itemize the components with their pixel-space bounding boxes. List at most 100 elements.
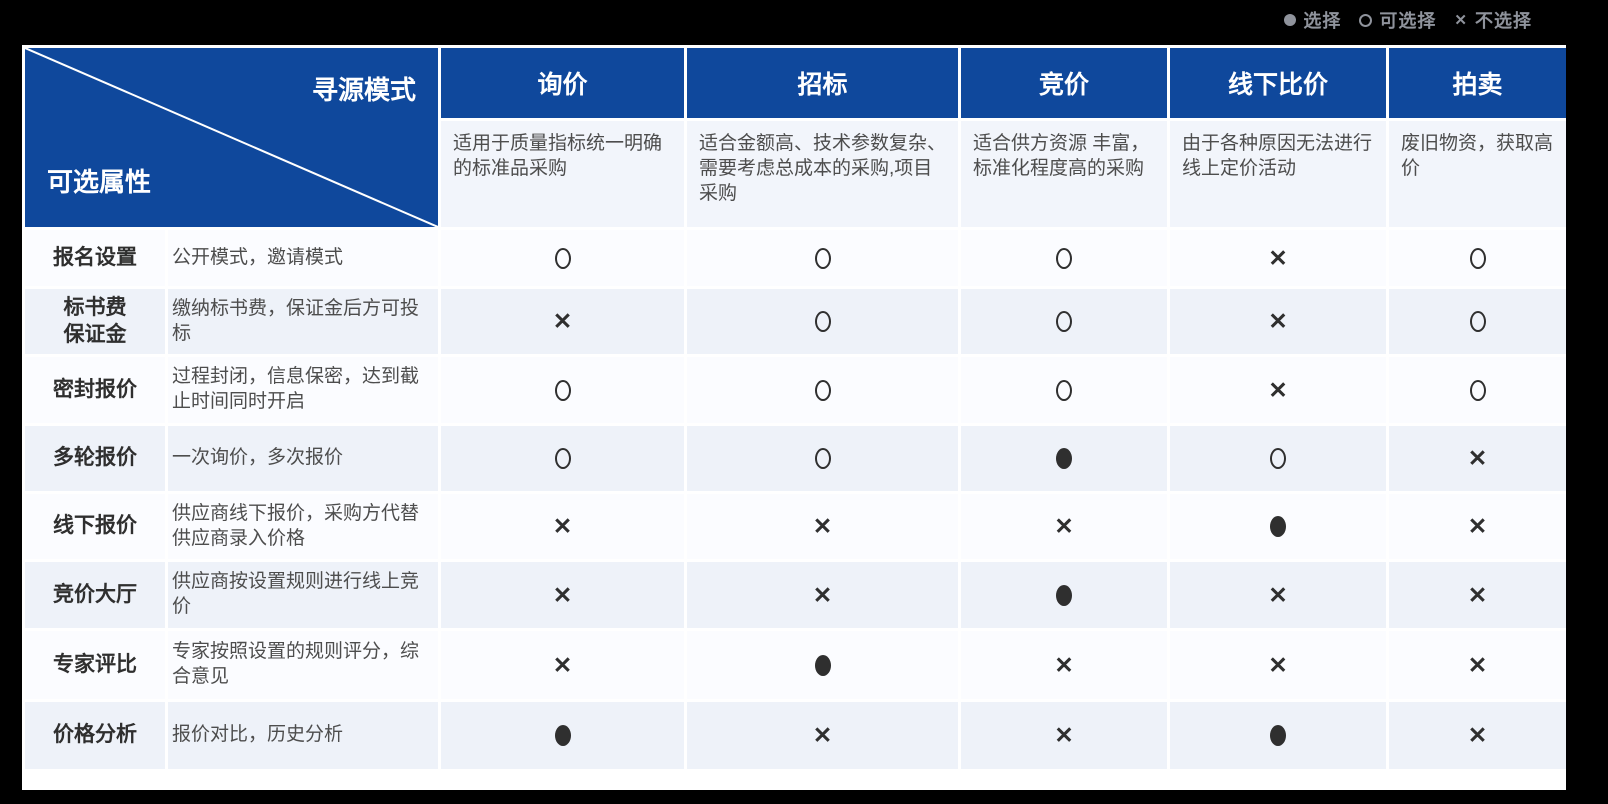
cross-icon: ✕ (1054, 651, 1074, 678)
row-label: 竞价大厅 (25, 562, 165, 628)
cross-icon: ✕ (812, 581, 833, 608)
legend-item: 选择 (1284, 7, 1341, 33)
cross-icon: ✕ (1467, 513, 1488, 539)
row-label: 密封报价 (25, 357, 165, 423)
cross-icon: ✕ (1268, 581, 1288, 608)
legend-label: 选择 (1303, 11, 1342, 31)
value-cell: ✕ (687, 702, 958, 769)
row-desc: 一次询价，多次报价 (168, 426, 438, 491)
value-cell (961, 562, 1167, 628)
column-header-xunjia: 询价 (441, 48, 684, 118)
column-desc-zhaobiao: 适合金额高、技术参数复杂、需要考虑总成本的采购,项目采购 (687, 121, 958, 227)
row-desc: 报价对比，历史分析 (168, 702, 438, 769)
column-desc-xianxiabijia: 由于各种原因无法进行线上定价活动 (1170, 121, 1386, 227)
column-desc-jingjia: 适合供方资源 丰富，标准化程度高的采购 (961, 121, 1167, 227)
cross-icon: ✕ (552, 513, 573, 539)
row-desc: 供应商线下报价，采购方代替供应商录入价格 (168, 494, 438, 559)
dot-icon (1284, 14, 1297, 26)
circle-icon (1056, 379, 1072, 401)
legend: 选择 可选择 ✕ 不选择 (1284, 7, 1532, 33)
row-label: 多轮报价 (25, 426, 165, 491)
cross-icon: ✕ (1268, 244, 1288, 271)
legend-item: ✕ 不选择 (1454, 7, 1532, 33)
value-cell (687, 426, 958, 491)
row-label: 线下报价 (25, 494, 165, 559)
corner-cell: 寻源模式 可选属性 (25, 48, 438, 227)
row-label: 价格分析 (25, 702, 165, 769)
circle-icon (814, 247, 831, 269)
value-cell: ✕ (1389, 631, 1566, 699)
row-desc: 专家按照设置的规则评分，综合意见 (168, 631, 438, 699)
value-cell: ✕ (961, 631, 1167, 699)
cross-icon: ✕ (1054, 513, 1074, 539)
circle-icon (554, 247, 571, 269)
value-cell: ✕ (1389, 494, 1566, 559)
row-desc: 公开模式，邀请模式 (168, 230, 438, 286)
circle-icon (1469, 247, 1486, 269)
value-cell: ✕ (441, 494, 684, 559)
value-cell: ✕ (441, 289, 684, 354)
legend-label: 可选择 (1379, 11, 1437, 31)
value-cell (961, 426, 1167, 491)
column-desc-xunjia: 适用于质量指标统一明确的标准品采购 (441, 121, 684, 227)
matrix-grid: 寻源模式 可选属性 询价 招标 竞价 线下比价 拍卖 适用于质量指标统一明确的标… (25, 48, 1566, 769)
corner-bottom-label: 可选属性 (47, 167, 152, 197)
value-cell: ✕ (1389, 426, 1566, 491)
value-cell (1389, 289, 1566, 354)
value-cell: ✕ (1170, 357, 1386, 423)
circle-icon (1056, 247, 1072, 269)
column-header-xianxiabijia: 线下比价 (1170, 48, 1386, 118)
column-desc-paimai: 废旧物资，获取高价 (1389, 121, 1566, 227)
circle-icon (1359, 13, 1373, 27)
circle-icon (1056, 311, 1072, 332)
row-label: 标书费 保证金 (25, 289, 165, 354)
dot-icon (554, 725, 571, 746)
cross-icon: ✕ (1268, 376, 1288, 403)
value-cell: ✕ (961, 494, 1167, 559)
corner-top-label: 寻源模式 (311, 75, 416, 105)
value-cell (687, 289, 958, 354)
dot-icon (1056, 448, 1072, 469)
column-header-zhaobiao: 招标 (687, 48, 958, 118)
circle-icon (1469, 379, 1486, 401)
cross-icon: ✕ (812, 722, 833, 748)
value-cell (441, 426, 684, 491)
row-desc: 缴纳标书费，保证金后方可投标 (168, 289, 438, 354)
circle-icon (1270, 448, 1286, 469)
cross-icon: ✕ (1467, 722, 1488, 748)
circle-icon (554, 379, 571, 401)
value-cell (441, 702, 684, 769)
diagonal-line-icon (25, 48, 438, 227)
value-cell: ✕ (1170, 230, 1386, 286)
dot-icon (1270, 516, 1286, 537)
dot-icon (1270, 725, 1286, 746)
row-desc: 过程封闭，信息保密，达到截止时间同时开启 (168, 357, 438, 423)
value-cell (441, 230, 684, 286)
value-cell: ✕ (1170, 289, 1386, 354)
cross-icon: ✕ (1467, 445, 1488, 471)
cross-icon: ✕ (812, 513, 833, 539)
circle-icon (814, 379, 831, 401)
value-cell (687, 357, 958, 423)
value-cell (961, 289, 1167, 354)
value-cell: ✕ (1389, 562, 1566, 628)
value-cell (1170, 494, 1386, 559)
value-cell: ✕ (1389, 702, 1566, 769)
value-cell: ✕ (441, 562, 684, 628)
cross-icon: ✕ (1467, 581, 1488, 608)
value-cell: ✕ (1170, 562, 1386, 628)
row-label: 专家评比 (25, 631, 165, 699)
dot-icon (814, 654, 831, 676)
value-cell (1389, 230, 1566, 286)
legend-label: 不选择 (1475, 11, 1532, 31)
legend-item: 可选择 (1359, 7, 1436, 33)
circle-icon (814, 311, 831, 332)
comparison-table: 寻源模式 可选属性 询价 招标 竞价 线下比价 拍卖 适用于质量指标统一明确的标… (22, 45, 1566, 790)
value-cell (1170, 702, 1386, 769)
cross-icon: ✕ (552, 651, 573, 678)
value-cell: ✕ (687, 494, 958, 559)
value-cell (1389, 357, 1566, 423)
value-cell: ✕ (961, 702, 1167, 769)
value-cell (1170, 426, 1386, 491)
